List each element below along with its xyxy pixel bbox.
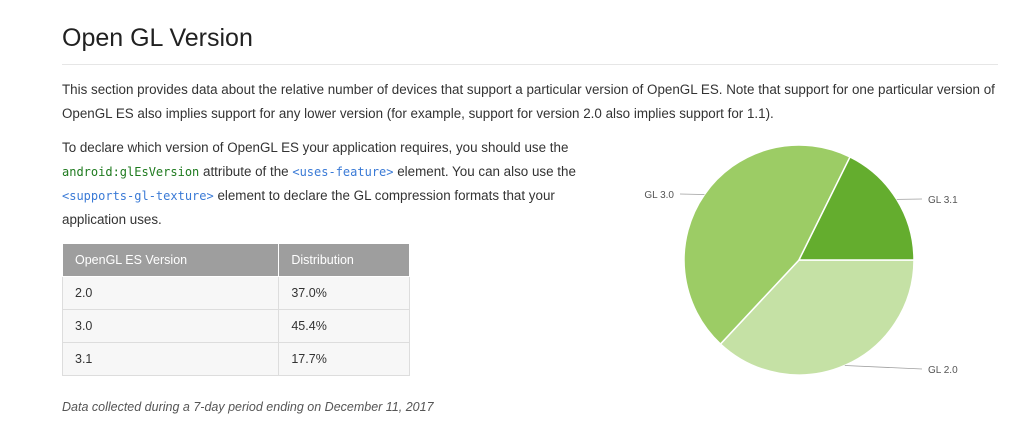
leader-line: [679, 193, 705, 195]
intro-paragraph: This section provides data about the rel…: [62, 82, 995, 121]
declare-text-3: element. You can also use the: [393, 164, 576, 179]
table-row: 2.0 37.0%: [61, 276, 410, 310]
pie-label: GL 3.0: [644, 190, 674, 201]
supports-gl-texture-link[interactable]: <supports-gl-texture>: [62, 189, 214, 203]
page-title: Open GL Version: [62, 24, 253, 52]
data-footnote: Data collected during a 7-day period end…: [62, 400, 434, 414]
cell-distribution: 45.4%: [278, 309, 410, 343]
uses-feature-link[interactable]: <uses-feature>: [292, 165, 394, 179]
header-distribution: Distribution: [278, 243, 410, 277]
pie-slice-gl-3-1: [797, 155, 915, 261]
pie-slice-gl-3-0: [683, 144, 852, 346]
declare-text-4: element to declare the GL compression fo…: [62, 188, 555, 227]
distribution-table: OpenGL ES Version Distribution 2.0 37.0%…: [61, 243, 410, 376]
pie-label: GL 2.0: [928, 365, 958, 376]
cell-version: 3.1: [61, 342, 280, 376]
declare-text-2: attribute of the: [199, 164, 293, 179]
cell-distribution: 17.7%: [278, 342, 410, 376]
gles-version-attribute: android:glEsVersion: [62, 165, 200, 179]
declare-paragraph: To declare which version of OpenGL ES yo…: [62, 136, 602, 232]
table-row: 3.1 17.7%: [61, 342, 410, 376]
cell-distribution: 37.0%: [278, 276, 410, 310]
leader-line: [844, 365, 923, 370]
cell-version: 2.0: [61, 276, 280, 310]
pie-slice-gl-2-0: [719, 259, 915, 376]
pie-label: GL 3.1: [928, 195, 958, 206]
title-divider: [62, 64, 998, 65]
opengl-pie-chart: GL 2.0 GL 3.0 GL 3.1: [644, 144, 958, 376]
cell-version: 3.0: [61, 309, 280, 343]
table-header-row: OpenGL ES Version Distribution: [61, 243, 410, 277]
table-row: 3.0 45.4%: [61, 309, 410, 343]
header-version: OpenGL ES Version: [61, 243, 280, 277]
declare-text-1: To declare which version of OpenGL ES yo…: [62, 140, 569, 155]
